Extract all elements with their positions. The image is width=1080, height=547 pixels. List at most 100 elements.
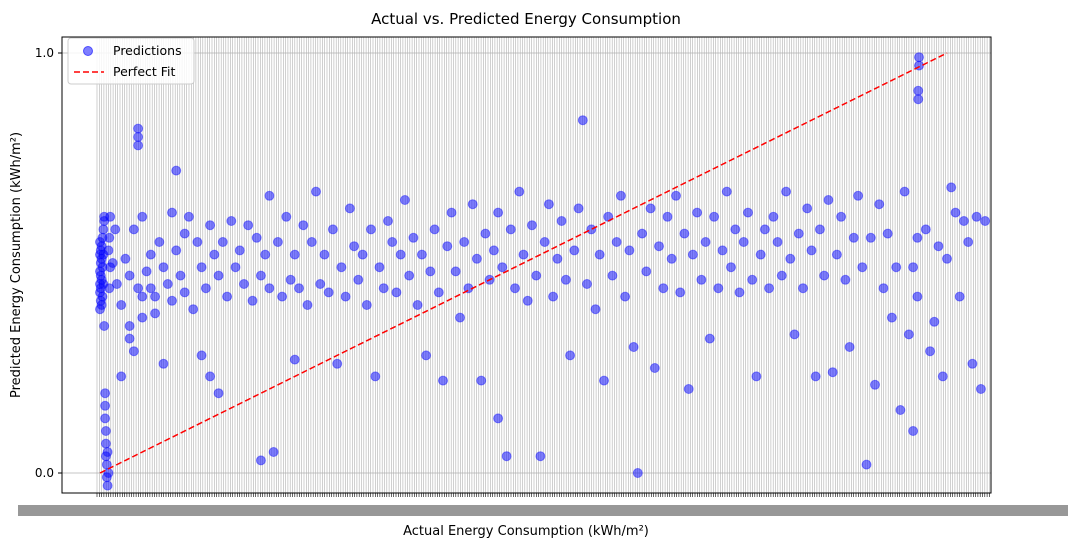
prediction-point bbox=[340, 291, 351, 302]
prediction-point bbox=[696, 274, 707, 285]
prediction-point bbox=[150, 291, 161, 302]
prediction-point bbox=[255, 455, 266, 466]
prediction-point bbox=[899, 186, 910, 197]
prediction-point bbox=[412, 300, 423, 310]
prediction-point bbox=[442, 241, 453, 252]
prediction-point bbox=[162, 279, 173, 289]
prediction-point bbox=[895, 405, 906, 415]
prediction-point bbox=[637, 228, 648, 239]
prediction-point bbox=[522, 295, 533, 306]
prediction-point bbox=[110, 224, 121, 235]
prediction-point bbox=[687, 249, 698, 260]
prediction-point bbox=[404, 270, 415, 281]
prediction-point bbox=[128, 346, 139, 357]
prediction-point bbox=[234, 245, 245, 256]
prediction-point bbox=[590, 304, 601, 315]
prediction-point bbox=[751, 371, 762, 382]
prediction-point bbox=[251, 232, 262, 243]
legend-predictions-label: Predictions bbox=[113, 43, 182, 58]
prediction-point bbox=[459, 237, 470, 247]
prediction-point bbox=[137, 211, 148, 222]
prediction-point bbox=[104, 283, 115, 294]
prediction-point bbox=[137, 291, 148, 302]
prediction-point bbox=[505, 224, 516, 235]
prediction-point bbox=[798, 283, 808, 294]
prediction-point bbox=[738, 237, 749, 247]
prediction-point bbox=[810, 371, 821, 382]
prediction-point bbox=[914, 52, 924, 63]
plot-frame bbox=[61, 36, 992, 494]
prediction-point bbox=[903, 329, 914, 340]
prediction-point bbox=[302, 300, 313, 310]
prediction-point bbox=[268, 447, 279, 457]
prediction-point bbox=[200, 283, 211, 294]
prediction-point bbox=[814, 224, 825, 235]
legend-predictions-marker bbox=[83, 46, 93, 56]
prediction-point bbox=[100, 388, 111, 399]
prediction-point bbox=[980, 216, 991, 226]
prediction-point bbox=[577, 115, 588, 126]
prediction-point bbox=[946, 182, 957, 193]
prediction-point bbox=[675, 287, 686, 298]
prediction-point bbox=[239, 279, 249, 289]
prediction-point bbox=[100, 413, 111, 424]
prediction-point bbox=[103, 245, 114, 256]
prediction-point bbox=[709, 211, 720, 222]
prediction-point bbox=[264, 283, 275, 294]
prediction-point bbox=[217, 237, 228, 247]
prediction-point bbox=[467, 199, 478, 210]
prediction-point bbox=[336, 262, 347, 273]
prediction-point bbox=[611, 237, 622, 247]
prediction-point bbox=[98, 224, 109, 235]
prediction-point bbox=[717, 245, 728, 256]
prediction-point bbox=[378, 283, 389, 294]
prediction-point bbox=[96, 300, 107, 310]
prediction-point bbox=[510, 283, 520, 294]
prediction-point bbox=[721, 186, 732, 197]
prediction-point bbox=[230, 262, 241, 273]
prediction-point bbox=[315, 279, 326, 289]
x-tick-labels-overlap bbox=[18, 505, 1068, 516]
prediction-point bbox=[408, 232, 419, 243]
prediction-point bbox=[747, 274, 758, 285]
prediction-point bbox=[209, 249, 220, 260]
prediction-point bbox=[226, 216, 237, 226]
prediction-point bbox=[438, 375, 448, 386]
prediction-point bbox=[353, 274, 364, 285]
prediction-point bbox=[967, 358, 978, 369]
prediction-point bbox=[831, 249, 842, 260]
prediction-point bbox=[97, 291, 108, 302]
prediction-point bbox=[332, 358, 343, 369]
chart-title: Actual vs. Predicted Energy Consumption bbox=[371, 10, 681, 28]
prediction-point bbox=[912, 232, 923, 243]
prediction-point bbox=[102, 447, 113, 457]
prediction-point bbox=[920, 224, 931, 235]
perfect-fit-line bbox=[99, 52, 948, 474]
prediction-point bbox=[582, 279, 592, 289]
prediction-point bbox=[366, 224, 376, 235]
prediction-point bbox=[421, 350, 432, 361]
prediction-point bbox=[370, 371, 381, 382]
prediction-point bbox=[179, 287, 190, 298]
prediction-point bbox=[260, 249, 271, 260]
prediction-point bbox=[913, 85, 924, 96]
prediction-point bbox=[116, 371, 127, 382]
prediction-point bbox=[416, 249, 427, 260]
prediction-point bbox=[692, 207, 703, 218]
prediction-point bbox=[175, 270, 186, 281]
prediction-point bbox=[933, 241, 944, 252]
prediction-point bbox=[844, 342, 855, 352]
prediction-point bbox=[455, 312, 465, 323]
prediction-point bbox=[128, 224, 139, 235]
prediction-point bbox=[100, 400, 111, 411]
x-gridlines bbox=[96, 37, 990, 493]
prediction-point bbox=[658, 283, 669, 294]
prediction-point bbox=[205, 371, 216, 382]
prediction-point bbox=[913, 94, 924, 105]
prediction-point bbox=[116, 300, 127, 310]
prediction-point bbox=[539, 237, 550, 247]
prediction-point bbox=[196, 262, 207, 273]
prediction-point bbox=[908, 262, 919, 273]
prediction-point bbox=[836, 211, 847, 222]
prediction-point bbox=[624, 245, 635, 256]
